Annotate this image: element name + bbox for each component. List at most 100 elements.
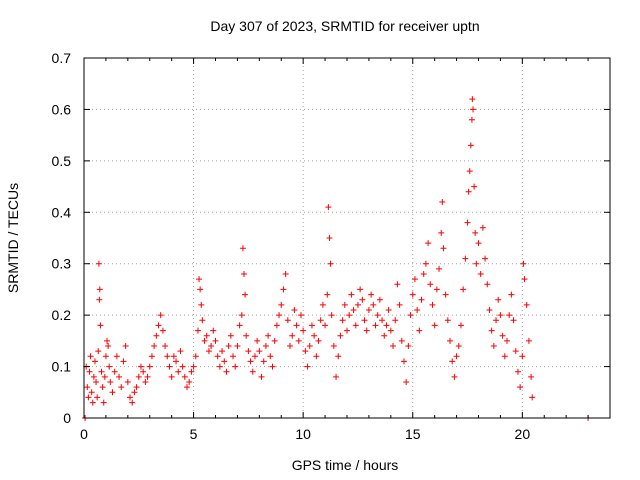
data-point: [357, 286, 364, 293]
data-point: [370, 301, 377, 308]
data-point: [201, 337, 208, 344]
data-point: [477, 271, 484, 277]
data-point: [497, 312, 504, 319]
data-point: [124, 379, 131, 385]
data-point: [254, 337, 261, 344]
data-point: [186, 379, 193, 385]
data-point: [194, 327, 201, 334]
data-point: [247, 358, 254, 365]
data-point: [328, 312, 335, 319]
data-point: [414, 307, 421, 313]
data-point: [457, 322, 464, 329]
y-tick-label: 0: [63, 410, 71, 426]
data-point: [90, 373, 97, 380]
data-point: [383, 322, 390, 329]
y-tick-label: 0.3: [52, 256, 72, 272]
data-point: [306, 343, 313, 349]
data-point: [521, 276, 528, 283]
data-point: [96, 286, 103, 293]
data-point: [529, 394, 536, 401]
data-point: [361, 317, 368, 324]
data-point: [242, 291, 249, 298]
data-point: [528, 373, 535, 380]
data-points: [82, 96, 592, 421]
data-point: [460, 286, 467, 293]
data-point: [122, 343, 129, 349]
data-point: [267, 353, 274, 360]
data-point: [472, 229, 479, 236]
y-tick-label: 0.1: [52, 359, 72, 375]
data-point: [322, 322, 329, 329]
data-point: [227, 332, 234, 339]
data-point: [97, 322, 104, 329]
data-point: [405, 343, 412, 349]
data-point: [341, 301, 348, 308]
data-point: [151, 343, 158, 349]
data-point: [473, 260, 480, 267]
data-point: [344, 327, 350, 334]
data-point: [188, 368, 195, 375]
data-point: [203, 332, 210, 339]
data-point: [374, 312, 381, 319]
data-point: [291, 307, 298, 313]
data-point: [350, 307, 357, 313]
data-point: [512, 348, 519, 355]
data-point: [137, 363, 144, 370]
data-point: [238, 312, 245, 319]
data-point: [354, 301, 361, 308]
data-point: [98, 368, 105, 375]
data-point: [87, 353, 94, 360]
data-point: [212, 337, 219, 344]
data-point: [479, 224, 486, 231]
data-point: [442, 291, 449, 298]
data-point: [162, 343, 169, 349]
data-point: [251, 353, 258, 360]
data-point: [482, 255, 489, 262]
data-point: [240, 271, 247, 277]
data-point: [359, 296, 366, 303]
data-point: [109, 389, 116, 396]
data-point: [444, 317, 451, 324]
data-point: [416, 327, 423, 334]
data-point: [131, 389, 138, 396]
data-point: [116, 373, 123, 380]
data-point: [499, 332, 506, 339]
data-point: [100, 399, 107, 406]
data-point: [315, 337, 322, 344]
data-point: [520, 260, 527, 267]
data-point: [107, 379, 114, 385]
data-point: [311, 332, 318, 339]
data-point: [135, 373, 142, 380]
data-point: [447, 337, 454, 344]
data-point: [282, 271, 289, 277]
data-point: [438, 229, 445, 236]
data-point: [418, 296, 425, 303]
data-point: [232, 363, 239, 370]
data-point: [179, 363, 186, 370]
x-tick-label: 20: [515, 426, 531, 442]
x-tick-label: 10: [295, 426, 311, 442]
data-point: [455, 343, 462, 349]
data-point: [379, 317, 386, 324]
data-point: [330, 343, 337, 349]
data-point: [327, 260, 334, 267]
y-tick-labels: 0 0.1 0.2 0.3 0.4 0.5 0.6 0.7: [52, 50, 72, 426]
data-point: [385, 307, 392, 313]
data-point: [425, 240, 432, 247]
data-point: [508, 291, 515, 298]
data-point: [469, 96, 476, 103]
data-point: [89, 399, 96, 406]
data-point: [517, 384, 524, 391]
data-point: [278, 301, 285, 308]
data-point: [365, 307, 372, 313]
data-point: [394, 281, 401, 288]
data-point: [199, 317, 206, 324]
data-point: [436, 265, 443, 272]
data-point: [230, 353, 237, 360]
axis-ticks: [83, 57, 610, 419]
data-point: [325, 204, 332, 211]
data-point: [173, 358, 180, 365]
data-point: [439, 199, 446, 205]
data-point: [104, 337, 111, 344]
data-point: [219, 348, 226, 355]
